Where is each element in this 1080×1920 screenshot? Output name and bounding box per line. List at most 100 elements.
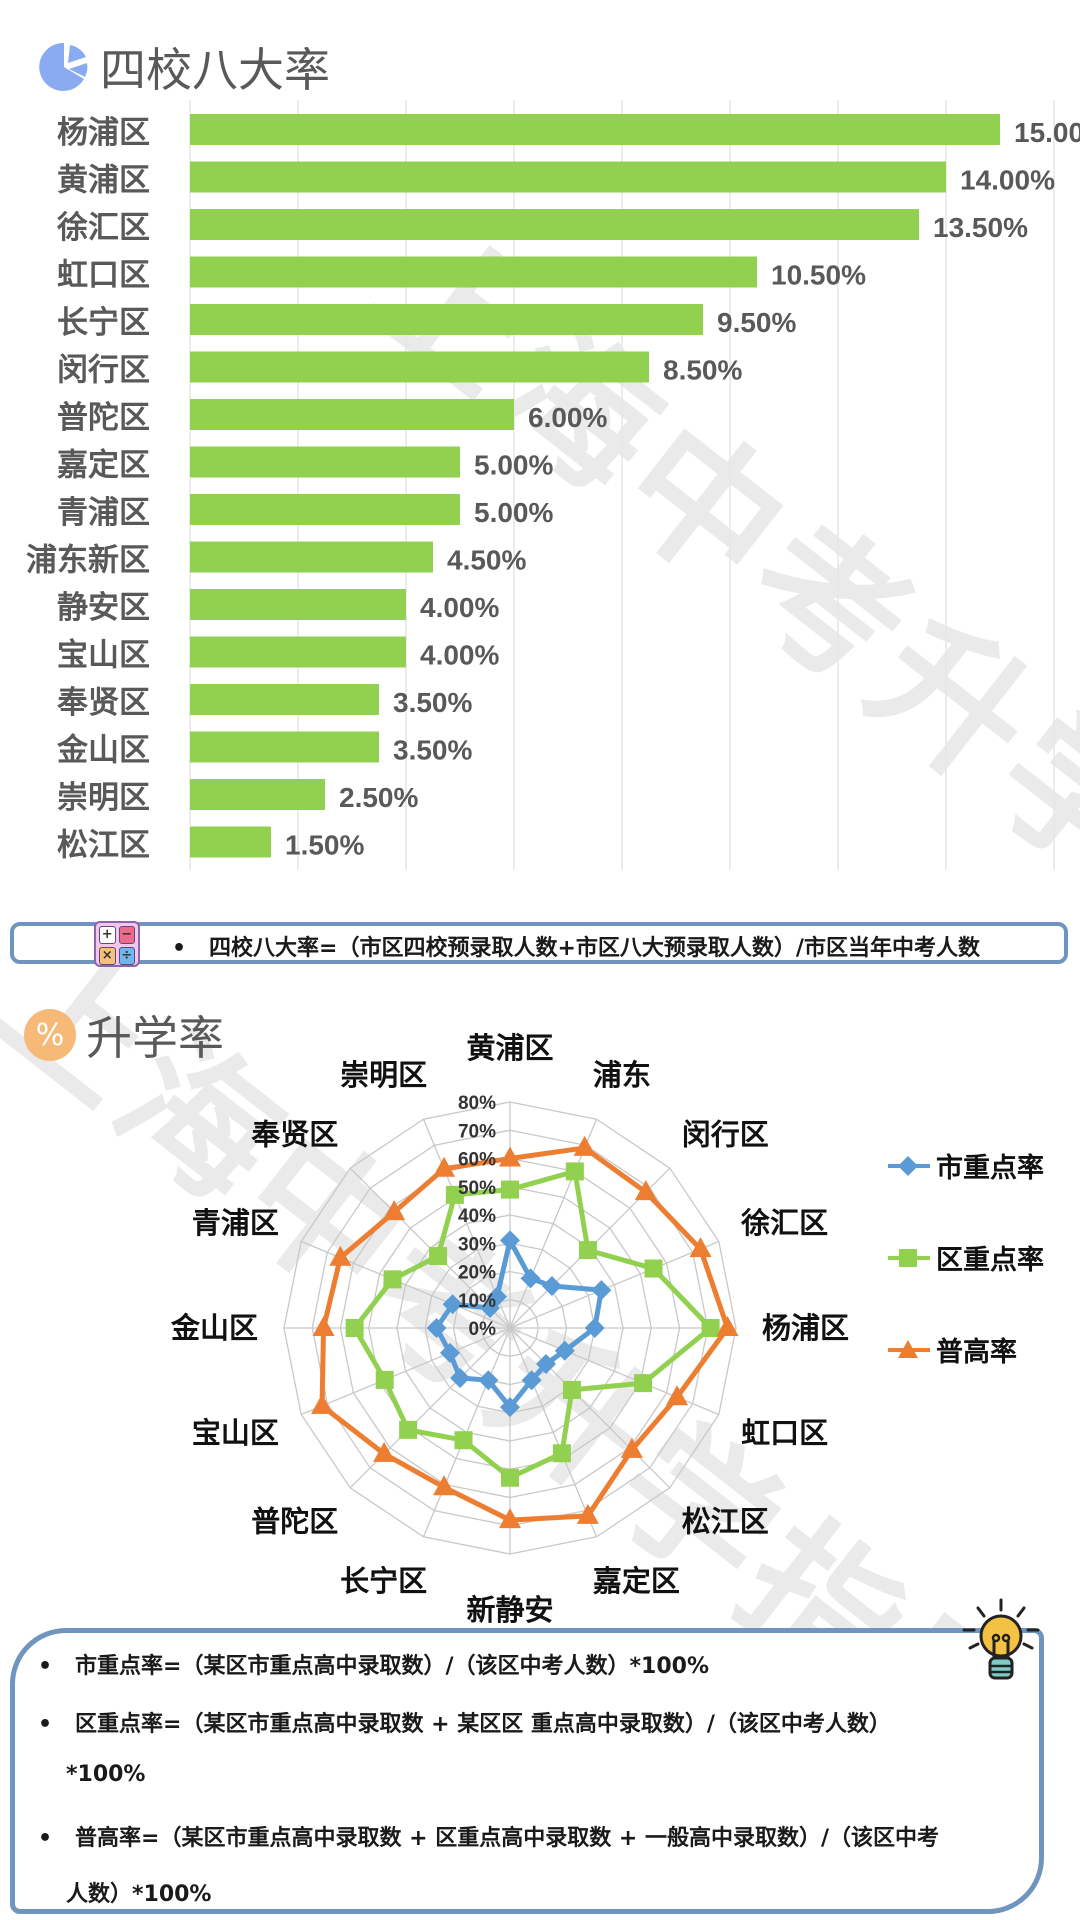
diamond-marker	[478, 1370, 499, 1391]
bar-value-label: 4.50%	[447, 545, 526, 576]
formula-four-schools: • 四校八大率=（市区四校预录取人数+市区八大预录取人数）/市区当年中考人数	[172, 930, 980, 962]
bar-value-label: 3.50%	[393, 687, 472, 718]
bar	[190, 731, 379, 763]
bar-category-label: 金山区	[56, 733, 150, 769]
bar	[190, 541, 433, 573]
diamond-marker	[521, 1370, 542, 1391]
bar-value-label: 3.50%	[393, 735, 472, 766]
triangle-marker	[666, 1385, 689, 1406]
radar-tick-label: 40%	[458, 1206, 496, 1227]
legend-label: 区重点率	[936, 1245, 1044, 1276]
bar	[190, 114, 1000, 145]
radar-category-label: 杨浦区	[762, 1311, 849, 1345]
diamond-marker	[554, 1340, 575, 1361]
formula-district-key-rate-cont: *100%	[66, 1762, 145, 1787]
bar	[190, 304, 703, 335]
bar	[190, 351, 649, 383]
bar-category-label: 宝山区	[57, 638, 150, 674]
radar-category-label: 长宁区	[340, 1564, 427, 1598]
bar	[190, 589, 406, 620]
diamond-marker	[450, 1367, 471, 1388]
square-marker	[565, 1162, 584, 1181]
bar-category-label: 松江区	[57, 828, 150, 864]
legend-square-icon	[888, 1248, 930, 1267]
bar	[190, 209, 919, 240]
radar-tick-label: 70%	[458, 1121, 496, 1142]
diamond-marker	[591, 1280, 612, 1301]
square-marker	[644, 1259, 663, 1278]
bar-value-label: 8.50%	[663, 355, 742, 386]
bar-value-label: 13.50%	[933, 212, 1028, 243]
diamond-marker	[500, 1230, 520, 1251]
bar-value-label: 5.00%	[474, 450, 553, 481]
bar-category-label: 杨浦区	[57, 115, 150, 151]
section-title-four-schools: 四校八大率	[38, 34, 330, 100]
square-marker	[429, 1247, 448, 1266]
radar-category-label: 青浦区	[192, 1206, 279, 1240]
radar-category-label: 崇明区	[340, 1058, 427, 1092]
bar-category-label: 黄浦区	[57, 163, 150, 199]
triangle-marker	[329, 1245, 352, 1266]
triangle-marker	[373, 1441, 396, 1462]
bar-category-label: 嘉定区	[57, 448, 150, 484]
radar-category-label: 闵行区	[682, 1117, 769, 1151]
square-marker	[454, 1431, 473, 1450]
radar-spoke	[509, 1327, 671, 1489]
bullet: •	[38, 1712, 53, 1737]
square-marker	[383, 1270, 402, 1289]
formula-line: 普高率=（某区市重点高中录取数 + 区重点高中录取数 + 一般高中录取数）/（该…	[75, 1826, 940, 1851]
bar-value-label: 5.00%	[474, 497, 553, 528]
bar-value-label: 10.50%	[771, 260, 866, 291]
triangle-marker	[383, 1200, 406, 1221]
formula-line: *100%	[66, 1762, 146, 1787]
diamond-marker	[535, 1353, 556, 1374]
square-marker	[445, 1185, 464, 1204]
formula-box-rates	[10, 1628, 1044, 1914]
legend-item: 区重点率	[888, 1238, 1044, 1277]
bar-value-label: 15.00%	[1014, 117, 1080, 148]
bar-category-label: 虹口区	[57, 258, 150, 294]
radar-category-label: 嘉定区	[593, 1564, 680, 1598]
square-marker	[578, 1241, 597, 1260]
diamond-marker	[442, 1294, 463, 1315]
radar-tick-label: 50%	[458, 1178, 496, 1199]
legend-label: 普高率	[936, 1337, 1017, 1368]
bullet: •	[38, 1654, 53, 1679]
bar-value-label: 14.00%	[960, 165, 1055, 196]
bar	[190, 446, 460, 478]
formula-general-high-rate-cont: 人数）*100%	[66, 1876, 211, 1908]
triangle-marker	[433, 1475, 456, 1496]
diamond-marker	[487, 1286, 508, 1307]
percent-icon: %	[24, 1009, 76, 1061]
bar	[190, 256, 757, 288]
bar	[190, 684, 379, 715]
bar	[190, 494, 460, 525]
bar-value-label: 2.50%	[339, 782, 418, 813]
triangle-marker	[311, 1393, 334, 1414]
square-marker	[375, 1370, 394, 1389]
diamond-marker	[541, 1276, 562, 1297]
diamond-marker	[520, 1268, 541, 1289]
bar	[190, 636, 406, 668]
square-marker	[501, 1468, 519, 1487]
calculator-icon: + − × ÷	[94, 921, 140, 967]
legend-label: 市重点率	[936, 1153, 1044, 1184]
square-marker	[399, 1420, 418, 1439]
triangle-marker	[433, 1156, 456, 1177]
triangle-marker	[312, 1316, 335, 1336]
formula-line: 区重点率=（某区市重点高中录取数 + 某区区 重点高中录取数）/（该区中考人数）	[75, 1712, 891, 1737]
radar-tick-label: 10%	[458, 1291, 496, 1312]
triangle-marker	[499, 1508, 521, 1529]
radar-category-label: 浦东	[593, 1058, 651, 1092]
bar-chart: 杨浦区 15.00% 黄浦区 14.00% 徐汇区 13.50% 虹口区 10.50% 长宁区 9…	[26, 100, 1080, 870]
bullet: •	[172, 936, 187, 961]
triangle-marker	[573, 1135, 596, 1156]
lightbulb-icon	[958, 1596, 1044, 1696]
triangle-marker	[499, 1146, 521, 1167]
bar	[190, 779, 325, 810]
formula-district-key-rate: • 区重点率=（某区市重点高中录取数 + 某区区 重点高中录取数）/（该区中考人…	[38, 1706, 891, 1738]
bar-value-label: 4.00%	[420, 640, 499, 671]
bar	[190, 399, 514, 430]
triangle-marker	[620, 1437, 643, 1458]
formula-general-high-rate: • 普高率=（某区市重点高中录取数 + 区重点高中录取数 + 一般高中录取数）/…	[38, 1820, 939, 1852]
